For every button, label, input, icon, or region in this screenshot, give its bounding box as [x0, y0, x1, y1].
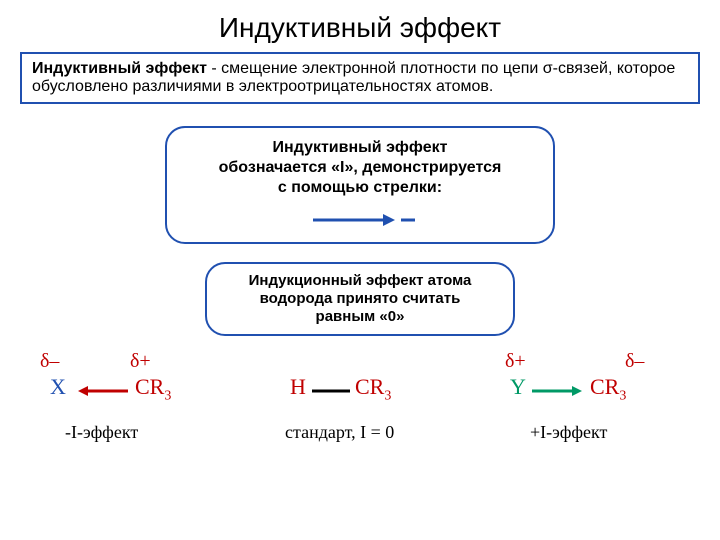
diagrams-region: δ– X δ+ CR3 -I-эффект H CR3 стандарт, I …: [0, 350, 720, 470]
d3-arrow-icon: [532, 384, 582, 398]
d2-cr3: CR3: [355, 374, 391, 404]
notation-line3: с помощью стрелки:: [179, 178, 541, 198]
page-title: Индуктивный эффект: [0, 0, 720, 52]
d1-cr3: CR3: [135, 374, 171, 404]
d1-delta-right: δ+: [130, 350, 151, 373]
demo-arrow-icon: [305, 210, 415, 230]
d3-cr3: CR3: [590, 374, 626, 404]
hydrogen-line2: водорода принято считать: [217, 290, 503, 308]
d3-caption: +I-эффект: [530, 422, 607, 443]
hydrogen-box: Индукционный эффект атома водорода приня…: [205, 262, 515, 336]
demo-arrow-row: [179, 210, 541, 230]
definition-box: Индуктивный эффект - смещение электронно…: [20, 52, 700, 104]
d3-delta-left: δ+: [505, 350, 526, 373]
d1-arrow-icon: [78, 384, 128, 398]
d3-delta-right: δ–: [625, 350, 644, 373]
d2-atom: H: [290, 374, 306, 400]
notation-line2: обозначается «I», демонстрируется: [179, 158, 541, 178]
d2-bond-icon: [312, 384, 350, 398]
d1-delta-left: δ–: [40, 350, 59, 373]
d1-caption: -I-эффект: [65, 422, 138, 443]
notation-box: Индуктивный эффект обозначается «I», дем…: [165, 126, 555, 244]
d2-caption: стандарт, I = 0: [285, 422, 394, 443]
hydrogen-line1: Индукционный эффект атома: [217, 272, 503, 290]
d1-atom: X: [50, 374, 66, 400]
d3-atom: Y: [510, 374, 526, 400]
definition-term: Индуктивный эффект: [32, 60, 207, 77]
notation-line1: Индуктивный эффект: [179, 138, 541, 158]
hydrogen-line3: равным «0»: [217, 308, 503, 326]
